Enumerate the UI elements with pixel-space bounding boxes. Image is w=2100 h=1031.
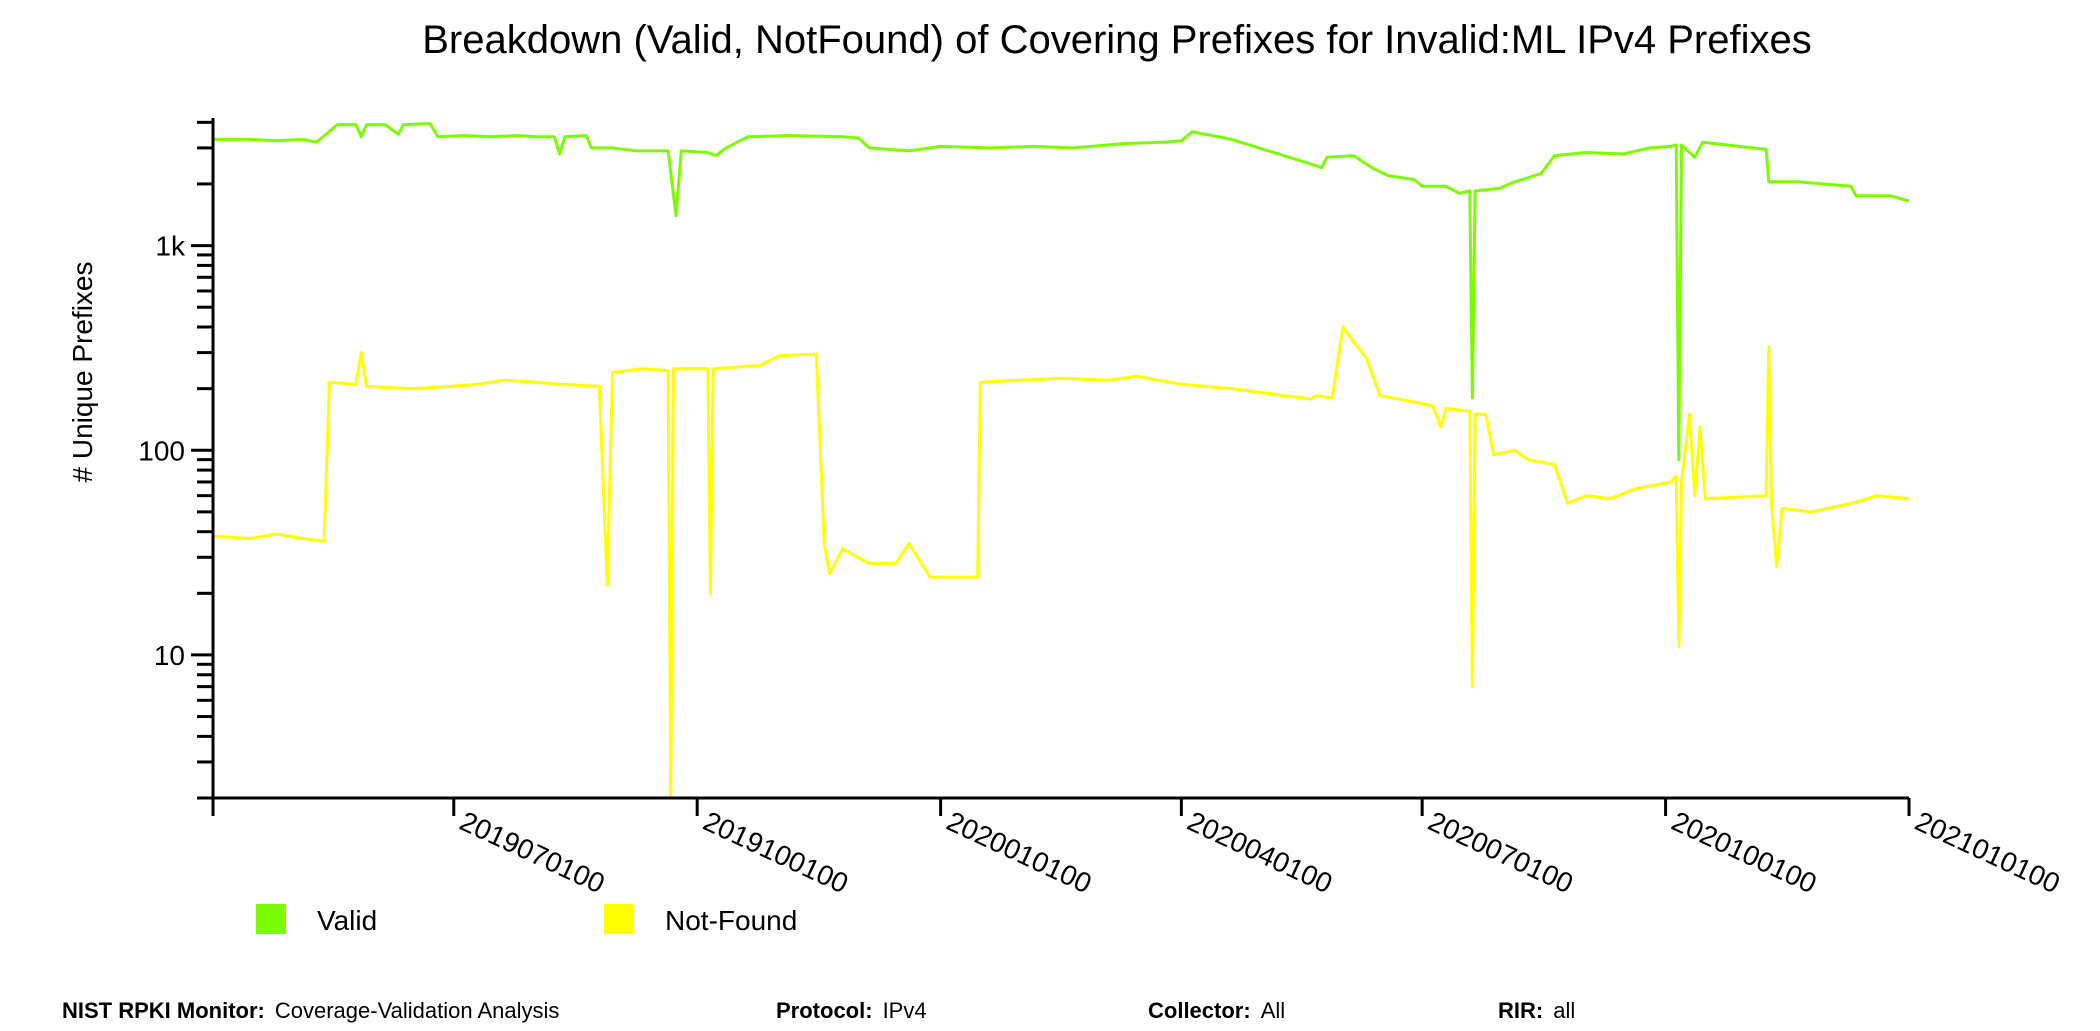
x-tick-label: 2019100100 [699, 805, 853, 899]
footer-monitor-value: Coverage-Validation Analysis [274, 998, 560, 1023]
x-tick-label: 2020040100 [1183, 805, 1337, 899]
x-axis: 2019070100 2019100100 2020010100 2020040100… [211, 796, 2065, 899]
legend-swatch-not-found [604, 904, 634, 934]
y-tick-label: 10 [154, 640, 185, 671]
footer-protocol-label: Protocol: [776, 998, 873, 1023]
footer-rir-value: all [1553, 998, 1576, 1023]
plot-area [212, 122, 1910, 800]
y-axis-label: # Unique Prefixes [67, 261, 98, 482]
footer-rir: RIR: all [1498, 998, 1575, 1024]
footer-collector-label: Collector: [1148, 998, 1251, 1023]
legend-label-valid: Valid [317, 905, 377, 936]
x-tick-label: 2020010100 [942, 805, 1096, 899]
chart-title: Breakdown (Valid, NotFound) of Covering … [422, 18, 1812, 62]
footer-collector: Collector: All [1148, 998, 1285, 1024]
footer-protocol: Protocol: IPv4 [776, 998, 927, 1024]
footer-protocol-value: IPv4 [882, 998, 927, 1023]
series-line-not-found [212, 325, 1910, 800]
footer-collector-value: All [1260, 998, 1286, 1023]
legend-swatch-valid [256, 904, 286, 934]
footer-rir-label: RIR: [1498, 998, 1544, 1023]
footer-monitor: NIST RPKI Monitor: Coverage-Validation An… [62, 998, 559, 1024]
footer-monitor-label: NIST RPKI Monitor: [62, 998, 265, 1023]
series-line-valid [213, 122, 1910, 462]
y-tick-label: 1k [155, 231, 186, 262]
x-tick-label: 2021010100 [1910, 805, 2064, 899]
x-tick-label: 2019070100 [455, 805, 609, 899]
y-tick-label: 100 [138, 435, 185, 466]
legend-label-not-found: Not-Found [665, 905, 797, 936]
x-tick-label: 2020100100 [1667, 805, 1821, 899]
y-axis: 10 100 1k [138, 118, 215, 800]
legend: Valid Not-Found [256, 904, 797, 936]
x-tick-label: 2020070100 [1424, 805, 1578, 899]
